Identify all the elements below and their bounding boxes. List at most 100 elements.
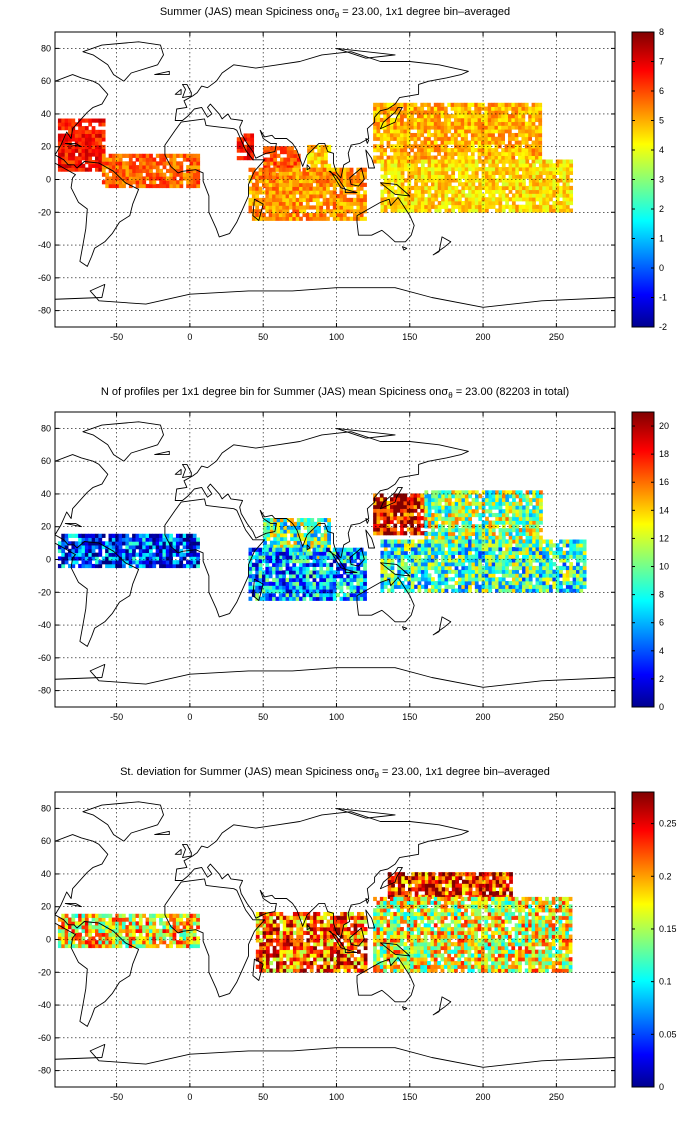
data-cell-tropical-pacific bbox=[393, 159, 398, 164]
data-cell-north-atlantic-caribbean bbox=[101, 137, 106, 142]
data-cell-tropical-atlantic bbox=[105, 552, 109, 557]
data-cell-north-pacific-subtropical bbox=[443, 148, 448, 153]
data-cell-tropical-pacific bbox=[444, 543, 449, 548]
data-cell-north-pacific bbox=[444, 497, 449, 503]
data-cell-north-pacific-subtropical bbox=[528, 125, 532, 130]
data-cell-bay-of-bengal bbox=[324, 160, 328, 165]
data-cell-red-sea bbox=[236, 148, 241, 153]
data-cell-tropical-indian bbox=[322, 551, 327, 556]
data-cell-north-pacific bbox=[539, 528, 543, 533]
data-cell-north-pacific bbox=[535, 512, 540, 518]
data-cell-tropical-atlantic bbox=[189, 541, 194, 546]
data-cell-north-pacific-subtropical bbox=[474, 114, 479, 119]
data-cell-north-atlantic-caribbean bbox=[84, 129, 89, 135]
data-cell-north-pacific bbox=[427, 512, 432, 518]
data-cell-north-pacific bbox=[454, 535, 459, 540]
data-cell-tropical-indian bbox=[268, 570, 273, 575]
data-cell-tropical-pacific bbox=[579, 539, 584, 544]
data-cell-tropical-pacific bbox=[417, 558, 422, 563]
coastline bbox=[55, 534, 140, 647]
data-cell-tropical-pacific bbox=[498, 174, 503, 179]
data-cell-tropical-pacific bbox=[451, 584, 456, 589]
data-cell-tropical-atlantic bbox=[81, 560, 86, 565]
data-cell-north-pacific bbox=[454, 497, 459, 503]
data-cell-north-pacific-subtropical bbox=[467, 117, 472, 123]
data-cell-north-pacific bbox=[464, 524, 469, 529]
data-cell-tropical-pacific bbox=[522, 550, 526, 555]
data-cell-tropical-indian bbox=[299, 589, 303, 594]
data-cell-north-pacific-subtropical bbox=[447, 140, 452, 145]
data-cell-tropical-atlantic bbox=[182, 533, 187, 538]
data-cell-tropical-atlantic bbox=[84, 545, 89, 550]
data-cell-tropical-indian bbox=[272, 205, 276, 210]
data-cell-north-pacific bbox=[515, 520, 520, 525]
data-cell-tropical-pacific bbox=[488, 174, 493, 179]
data-cell-tropical-indian bbox=[305, 559, 310, 564]
data-cell-north-pacific-subtropical bbox=[437, 110, 441, 115]
data-cell-tropical-pacific bbox=[572, 569, 577, 574]
data-cell-north-pacific-subtropical bbox=[538, 106, 543, 111]
data-cell-tropical-atlantic bbox=[152, 545, 157, 550]
data-cell-tropical-indian bbox=[258, 197, 263, 203]
data-cell-tropical-pacific bbox=[427, 580, 432, 586]
data-cell-north-pacific bbox=[515, 516, 520, 521]
data-cell-north-pacific bbox=[458, 494, 462, 499]
data-cell-kuroshio-northwest-pacific bbox=[410, 527, 414, 532]
data-cell-tropical-indian bbox=[329, 175, 334, 180]
data-cell-tropical-pacific bbox=[444, 182, 449, 187]
data-cell-tropical-pacific bbox=[444, 159, 449, 164]
data-cell-arabian-sea-bay-of-bengal bbox=[303, 540, 308, 545]
data-cell-tropical-indian bbox=[275, 182, 280, 187]
data-cell-tropical-indian bbox=[326, 186, 330, 191]
data-cell-north-pacific bbox=[481, 535, 486, 540]
data-cell-north-pacific-subtropical bbox=[467, 102, 472, 107]
data-cell-tropical-atlantic bbox=[118, 545, 123, 550]
data-cell-tropical-pacific bbox=[397, 174, 402, 179]
data-cell-north-pacific-subtropical bbox=[460, 151, 465, 156]
y-tick-label: -80 bbox=[38, 686, 51, 696]
data-cell-tropical-atlantic bbox=[135, 541, 140, 546]
data-cell-north-pacific bbox=[522, 505, 526, 510]
data-cell-tropical-atlantic bbox=[132, 176, 137, 181]
data-cell-tropical-pacific bbox=[522, 565, 526, 571]
data-cell-tropical-pacific bbox=[471, 539, 476, 544]
data-cell-north-atlantic-caribbean bbox=[101, 122, 106, 127]
data-cell-arabian-sea-bay-of-bengal bbox=[293, 551, 298, 557]
data-cell-north-pacific-subtropical bbox=[440, 148, 445, 153]
data-cell-tropical-atlantic bbox=[192, 556, 197, 561]
data-cell-tropical-pacific bbox=[545, 174, 550, 179]
data-cell-tropical-pacific bbox=[407, 189, 412, 194]
data-cell-tropical-pacific bbox=[515, 558, 520, 563]
data-cell-tropical-indian bbox=[336, 171, 340, 176]
data-cell-tropical-pacific bbox=[545, 167, 550, 172]
data-cell-tropical-indian bbox=[275, 197, 280, 203]
data-cell-tropical-pacific bbox=[545, 185, 550, 191]
data-cell-north-pacific-subtropical bbox=[420, 129, 425, 134]
data-cell-arabian-sea-bay-of-bengal bbox=[269, 518, 274, 523]
data-cell-tropical-pacific bbox=[447, 547, 452, 552]
data-cell-tropical-indian bbox=[305, 197, 310, 203]
data-cell-north-pacific-subtropical bbox=[474, 148, 479, 153]
data-cell-tropical-pacific bbox=[410, 565, 415, 571]
data-cell-north-pacific bbox=[458, 501, 462, 506]
data-cell-tropical-pacific bbox=[424, 204, 429, 209]
data-cell-tropical-atlantic bbox=[196, 556, 200, 561]
data-cell-tropical-pacific bbox=[562, 558, 567, 563]
data-cell-tropical-pacific bbox=[511, 193, 516, 198]
data-cell-tropical-pacific bbox=[447, 554, 452, 559]
data-cell-tropical-atlantic bbox=[135, 545, 140, 550]
data-cell-tropical-atlantic bbox=[105, 180, 110, 185]
data-cell-tropical-pacific bbox=[454, 588, 459, 593]
data-cell-north-pacific bbox=[424, 490, 429, 495]
data-cell-kuroshio-northwest-pacific bbox=[400, 504, 404, 509]
data-cell-north-pacific bbox=[515, 505, 520, 510]
data-cell-tropical-pacific bbox=[468, 562, 472, 567]
data-cell-north-pacific bbox=[485, 520, 489, 525]
data-cell-arabian-sea-bay-of-bengal bbox=[290, 529, 294, 534]
data-cell-tropical-indian bbox=[349, 186, 354, 191]
data-cell-tropical-pacific bbox=[535, 584, 540, 589]
data-cell-north-atlantic-caribbean bbox=[98, 141, 103, 146]
data-cell-tropical-indian bbox=[272, 596, 276, 601]
data-cell-north-pacific bbox=[528, 516, 533, 521]
data-cell-tropical-pacific bbox=[508, 554, 513, 559]
